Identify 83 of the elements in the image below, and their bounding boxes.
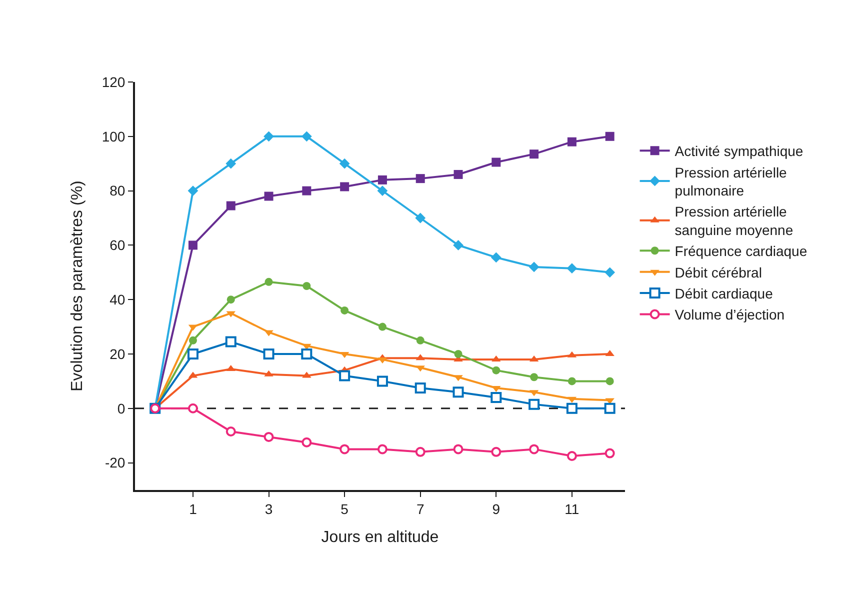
- point: [377, 444, 388, 454]
- point: [378, 322, 386, 331]
- legend-label: Fréquence cardiaque: [674, 243, 808, 260]
- point: [226, 426, 236, 437]
- point: [378, 175, 387, 184]
- point: [566, 402, 578, 414]
- legend-label: Volume d’éjection: [674, 306, 785, 323]
- point: [416, 174, 425, 184]
- y-tick-label: -20: [104, 454, 126, 471]
- y-tick-label: 0: [117, 400, 126, 416]
- point: [566, 451, 577, 461]
- point: [264, 432, 274, 442]
- point: [264, 278, 273, 286]
- point: [188, 186, 198, 196]
- point: [530, 150, 539, 159]
- point: [604, 448, 615, 458]
- point: [340, 444, 350, 454]
- point: [568, 377, 576, 386]
- point: [302, 437, 312, 448]
- legend-label: Pression artérielle sanguine moyenne: [674, 204, 794, 238]
- point: [302, 282, 311, 290]
- y-tick-label: 60: [110, 237, 126, 254]
- legend-label: Activité sympathique: [674, 143, 804, 160]
- x-tick-label: 1: [189, 500, 198, 517]
- point: [492, 366, 500, 374]
- point: [187, 348, 198, 360]
- y-tick-label: 100: [102, 128, 126, 144]
- point: [226, 296, 235, 304]
- point: [567, 137, 576, 146]
- point: [453, 240, 464, 250]
- point: [415, 212, 426, 224]
- point: [454, 350, 462, 358]
- point: [188, 403, 198, 414]
- y-tick-label: 20: [110, 346, 126, 362]
- point: [605, 132, 614, 141]
- point: [491, 446, 502, 457]
- point: [604, 402, 616, 414]
- x-tick-label: 9: [492, 500, 500, 517]
- point: [414, 382, 426, 394]
- point: [490, 252, 502, 263]
- point: [301, 131, 312, 142]
- point: [604, 267, 616, 278]
- legend-label: Débit cérébral: [674, 264, 762, 280]
- point: [264, 192, 274, 201]
- point: [226, 201, 236, 210]
- point: [490, 392, 502, 404]
- point: [606, 377, 614, 386]
- y-axis-title: Evolution des paramètres (%): [69, 180, 86, 392]
- point: [453, 444, 464, 454]
- point: [225, 336, 236, 348]
- point: [416, 336, 424, 344]
- point: [529, 444, 540, 454]
- point: [188, 240, 198, 250]
- x-tick-label: 3: [264, 500, 273, 517]
- legend-label: Pression artérielle pulmonaire: [674, 164, 788, 198]
- point: [301, 348, 312, 360]
- point: [528, 398, 540, 410]
- x-tick-label: 7: [416, 500, 424, 517]
- point: [340, 306, 349, 314]
- point: [339, 370, 350, 382]
- point: [377, 186, 388, 196]
- point: [528, 262, 540, 272]
- point: [339, 158, 350, 169]
- x-tick-label: 5: [340, 500, 349, 517]
- point: [492, 158, 501, 167]
- x-tick-label: 11: [564, 500, 580, 517]
- point: [566, 263, 578, 274]
- y-tick-label: 120: [102, 74, 126, 90]
- x-axis-title: Jours en altitude: [321, 529, 439, 546]
- point: [454, 170, 463, 179]
- point: [415, 446, 426, 457]
- point: [452, 386, 464, 398]
- point: [340, 182, 350, 192]
- y-tick-label: 40: [110, 292, 126, 308]
- point: [530, 373, 538, 382]
- point: [263, 348, 274, 360]
- y-tick-label: 80: [110, 182, 126, 199]
- point: [302, 186, 312, 196]
- point: [264, 131, 274, 142]
- point: [376, 376, 388, 387]
- point: [188, 336, 197, 344]
- legend-label: Débit cardiaque: [674, 286, 774, 302]
- point: [226, 158, 236, 169]
